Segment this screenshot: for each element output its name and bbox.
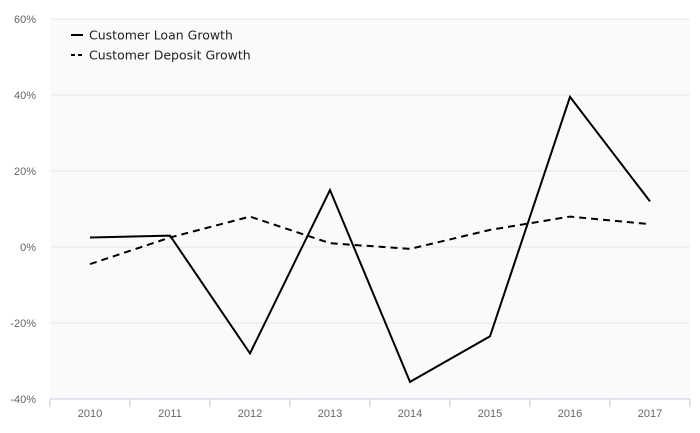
- x-tick-label: 2011: [158, 408, 182, 420]
- plot-background: [50, 19, 690, 399]
- legend-label: Customer Deposit Growth: [89, 48, 251, 63]
- x-tick-label: 2015: [478, 408, 502, 420]
- legend-label: Customer Loan Growth: [89, 28, 233, 43]
- y-tick-label: -20%: [10, 318, 36, 330]
- y-tick-label: 20%: [14, 166, 36, 178]
- grid-lines: [50, 18, 690, 324]
- x-tick-label: 2017: [638, 408, 662, 420]
- legend: Customer Loan Growth Customer Deposit Gro…: [71, 28, 251, 63]
- y-tick-label: 0%: [20, 242, 36, 254]
- x-tick-label: 2010: [78, 408, 102, 420]
- x-tick-label: 2016: [558, 408, 582, 420]
- y-axis-ticks: -40% -20% 0% 20% 40% 60%: [10, 14, 36, 406]
- y-tick-label: 40%: [14, 90, 36, 102]
- series-group: [89, 94, 651, 384]
- x-tick-label: 2014: [398, 408, 422, 420]
- x-tick-label: 2013: [318, 408, 342, 420]
- series-line-customer-loan-growth: [89, 94, 651, 384]
- y-tick-label: 60%: [14, 14, 36, 26]
- series-line-customer-deposit-growth: [89, 215, 651, 266]
- x-tick-label: 2012: [238, 408, 262, 420]
- y-tick-label: -40%: [10, 394, 36, 406]
- x-axis: 2010 2011 2012 2013 2014 2015 2016 2017: [49, 398, 691, 420]
